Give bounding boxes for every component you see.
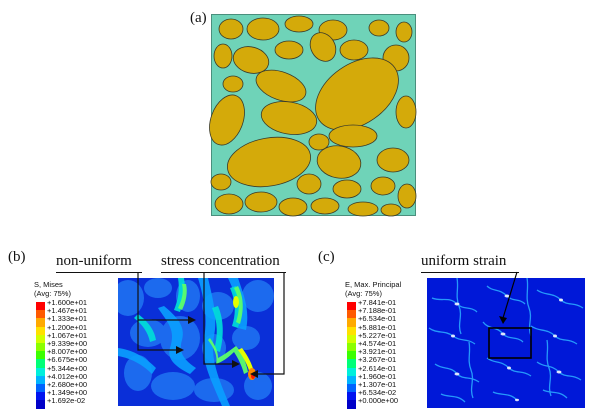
- mises-legend-value: +5.344e+00: [47, 363, 88, 373]
- mises-legend: S, Mises (Avg: 75%) +1.600e+01 +1.467e+01…: [30, 278, 118, 410]
- max-principal-legend-value: +5.227e-01: [358, 330, 397, 340]
- mises-legend-value: +1.600e+01: [47, 298, 88, 307]
- mises-legend-swatch: [36, 375, 45, 385]
- mises-legend-swatch: [36, 359, 45, 369]
- mises-legend-value: +9.339e+00: [47, 339, 88, 348]
- max-principal-legend-swatch: [347, 334, 356, 344]
- mises-legend-value: +1.333e+01: [47, 314, 88, 324]
- max-principal-legend-swatch: [347, 302, 356, 311]
- mises-legend-value: +1.467e+01: [47, 306, 88, 316]
- mises-legend-swatch: [36, 302, 45, 311]
- max-principal-legend-swatch: [347, 310, 356, 319]
- max-principal-legend-value: +6.534e-01: [358, 314, 397, 324]
- mises-legend-swatch: [36, 367, 45, 377]
- panel-b-label: (b): [8, 249, 26, 265]
- mises-legend-swatch: [36, 384, 45, 393]
- max-principal-legend-value: +3.921e-01: [358, 347, 397, 357]
- max-principal-legend-value: +0.000e+00: [358, 396, 399, 406]
- max-principal-legend-value: +6.534e-02: [358, 388, 397, 398]
- max-principal-legend-swatch: [347, 375, 356, 385]
- max-principal-legend-swatch: [347, 359, 356, 369]
- stress-concentration-underline: [161, 272, 286, 273]
- mises-legend-swatch: [36, 310, 45, 319]
- max-principal-legend-swatch: [347, 400, 356, 410]
- mises-legend-swatch: [36, 351, 45, 360]
- max-principal-legend-swatch: [347, 384, 356, 393]
- particle-composite-diagram: [209, 14, 417, 217]
- mises-legend-value: +1.692e-02: [47, 396, 86, 406]
- mises-legend-swatch: [36, 343, 45, 352]
- max-principal-legend-swatch: [347, 351, 356, 360]
- mises-legend-swatch: [36, 318, 45, 328]
- max-principal-legend-value: +1.307e-01: [358, 380, 397, 389]
- max-principal-strain-contour-plot: [427, 271, 585, 408]
- max-principal-legend-title: E, Max. Principal: [345, 280, 402, 289]
- panel-c-label: (c): [318, 249, 335, 265]
- max-principal-legend-value: +4.574e-01: [358, 339, 397, 348]
- mises-legend-swatch: [36, 326, 45, 336]
- uniform-strain-label: uniform strain: [421, 253, 507, 269]
- max-principal-legend-swatch: [347, 343, 356, 352]
- mises-legend-swatch: [36, 392, 45, 401]
- max-principal-legend: E, Max. Principal (Avg: 75%) +7.841e-01 +…: [341, 278, 427, 410]
- mises-legend-value: +1.349e+00: [47, 388, 88, 398]
- max-principal-legend-value: +7.188e-01: [358, 306, 397, 316]
- max-principal-legend-value: +1.960e-01: [358, 371, 397, 381]
- mises-legend-value: +6.675e+00: [47, 355, 88, 365]
- max-principal-legend-swatch: [347, 318, 356, 328]
- mises-legend-value: +1.200e+01: [47, 322, 88, 332]
- stress-concentration-label: stress concentration: [161, 253, 280, 269]
- mises-legend-value: +2.680e+00: [47, 380, 88, 389]
- max-principal-legend-swatch: [347, 392, 356, 401]
- mises-stress-contour-plot: [118, 272, 285, 406]
- uniform-strain-underline: [421, 272, 519, 273]
- mises-legend-subtitle: (Avg: 75%): [34, 289, 71, 298]
- mises-legend-title: S, Mises: [34, 280, 63, 289]
- non-uniform-label: non-uniform: [56, 253, 132, 269]
- max-principal-legend-subtitle: (Avg: 75%): [345, 289, 382, 298]
- max-principal-legend-value: +5.881e-01: [358, 322, 397, 332]
- mises-legend-value: +1.067e+01: [47, 330, 88, 340]
- non-uniform-underline: [56, 272, 142, 273]
- max-principal-legend-value: +7.841e-01: [358, 298, 397, 307]
- max-principal-legend-value: +2.614e-01: [358, 363, 397, 373]
- max-principal-legend-swatch: [347, 326, 356, 336]
- mises-legend-swatch: [36, 400, 45, 410]
- mises-legend-value: +4.012e+00: [47, 371, 88, 381]
- uniform-strain-highlight-box: [488, 327, 532, 359]
- mises-legend-value: +8.007e+00: [47, 347, 88, 357]
- mises-legend-swatch: [36, 334, 45, 344]
- max-principal-legend-swatch: [347, 367, 356, 377]
- max-principal-legend-value: +3.267e-01: [358, 355, 397, 365]
- panel-a-label: (a): [190, 10, 207, 26]
